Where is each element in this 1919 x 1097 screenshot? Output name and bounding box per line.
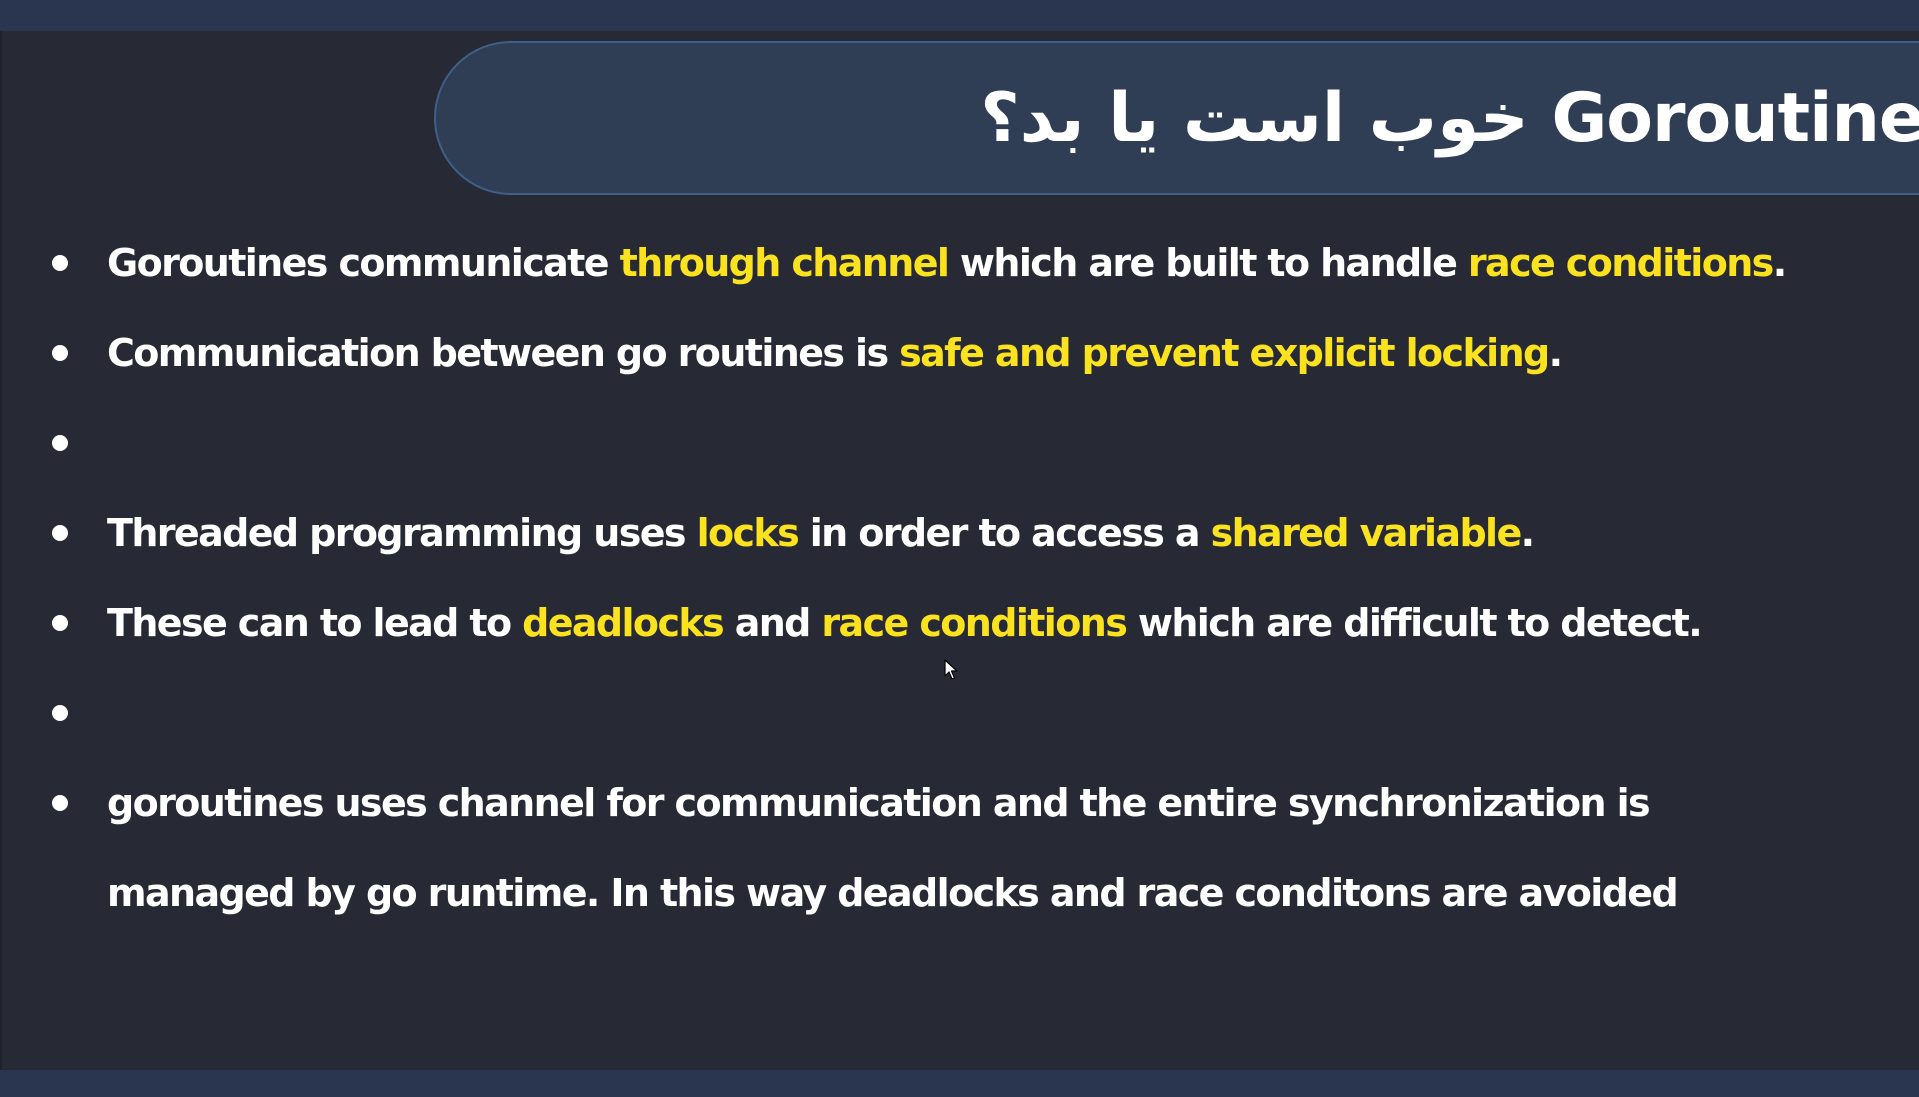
bullet-dot bbox=[52, 795, 68, 811]
title-banner: Goroutine خوب است یا بد؟ bbox=[434, 41, 1919, 195]
top-frame-bar bbox=[0, 0, 1919, 31]
bullet-item-empty bbox=[2, 399, 1919, 489]
bullet-item: Threaded programming uses locks in order… bbox=[2, 489, 1919, 579]
text-segment: goroutines uses channel for communicatio… bbox=[107, 781, 1651, 825]
bullet-text: managed by go runtime. In this way deadl… bbox=[107, 871, 1679, 915]
bullet-dot bbox=[52, 615, 68, 631]
bullet-item: Communication between go routines is saf… bbox=[2, 309, 1919, 399]
slide-title: Goroutine خوب است یا بد؟ bbox=[980, 78, 1919, 158]
bottom-frame-bar bbox=[0, 1070, 1919, 1097]
highlight-segment: race conditions bbox=[821, 601, 1127, 645]
text-segment: These can to lead to bbox=[107, 601, 523, 645]
text-segment: which are difficult to detect. bbox=[1126, 601, 1703, 645]
highlight-segment: safe and prevent explicit locking bbox=[899, 331, 1550, 375]
bullet-text: Threaded programming uses locks in order… bbox=[107, 507, 1535, 559]
presentation-slide: Goroutine خوب است یا بد؟ Goroutines comm… bbox=[0, 31, 1919, 1070]
bullet-item: goroutines uses channel for communicatio… bbox=[2, 759, 1919, 849]
bullet-text: goroutines uses channel for communicatio… bbox=[107, 777, 1651, 829]
bullet-item-empty bbox=[2, 669, 1919, 759]
text-segment: which are built to handle bbox=[948, 241, 1468, 285]
bullet-item: Goroutines communicate through channel w… bbox=[2, 219, 1919, 309]
text-segment: . bbox=[1520, 511, 1535, 555]
text-segment: in order to access a bbox=[798, 511, 1211, 555]
bullet-dot bbox=[52, 705, 68, 721]
bullet-text: Goroutines communicate through channel w… bbox=[107, 237, 1787, 289]
bullet-text: These can to lead to deadlocks and race … bbox=[107, 597, 1703, 649]
bullet-item: These can to lead to deadlocks and race … bbox=[2, 579, 1919, 669]
highlight-segment: shared variable bbox=[1210, 511, 1523, 555]
text-segment: and bbox=[723, 601, 822, 645]
bullet-dot bbox=[52, 435, 68, 451]
bullet-dot bbox=[52, 345, 68, 361]
text-segment: Goroutines communicate bbox=[107, 241, 620, 285]
highlight-segment: deadlocks bbox=[522, 601, 725, 645]
highlight-segment: locks bbox=[696, 511, 800, 555]
mouse-pointer-icon bbox=[944, 659, 958, 680]
bullet-list: Goroutines communicate through channel w… bbox=[2, 31, 1919, 1070]
bullet-text: Communication between go routines is saf… bbox=[107, 327, 1563, 379]
text-segment: Communication between go routines is bbox=[107, 331, 900, 375]
text-segment: . bbox=[1548, 331, 1563, 375]
highlight-segment: through channel bbox=[619, 241, 950, 285]
text-segment: Threaded programming uses bbox=[107, 511, 697, 555]
bullet-continuation: managed by go runtime. In this way deadl… bbox=[2, 849, 1919, 939]
bullet-dot bbox=[52, 525, 68, 541]
highlight-segment: race conditions bbox=[1467, 241, 1774, 285]
bullet-dot bbox=[52, 255, 68, 271]
text-segment: . bbox=[1772, 241, 1787, 285]
